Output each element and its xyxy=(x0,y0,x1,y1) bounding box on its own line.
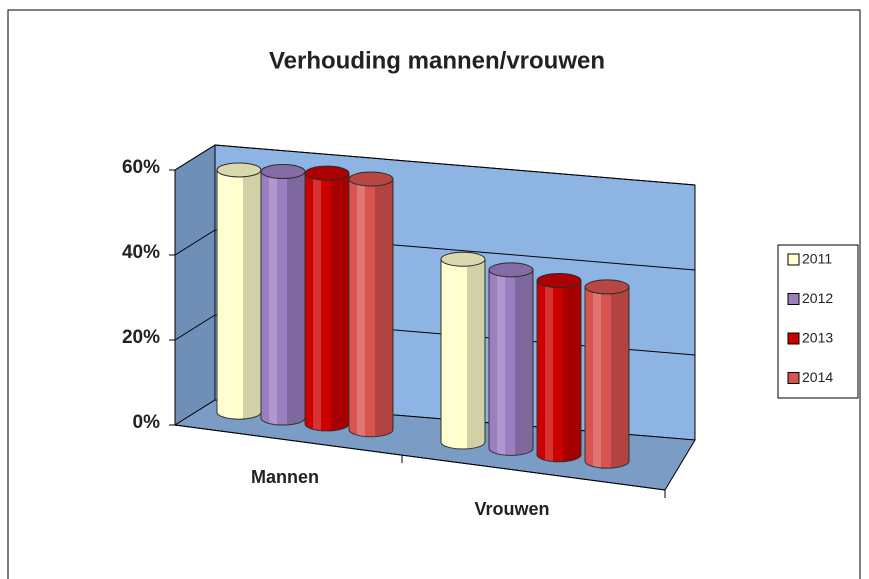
cylinder-highlight xyxy=(593,286,601,468)
cylinder-top xyxy=(216,162,262,178)
cylinder-shade xyxy=(331,173,349,431)
legend-swatch xyxy=(787,372,800,384)
cylinder-top xyxy=(260,164,306,180)
y-tick-label: 0% xyxy=(133,412,161,433)
legend-label: 2013 xyxy=(802,330,833,346)
y-tick-label: 40% xyxy=(122,242,160,263)
legend-swatch xyxy=(787,253,800,266)
grid-line xyxy=(214,144,696,186)
x-axis xyxy=(174,424,666,491)
cylinder-shade xyxy=(243,169,261,419)
legend-label: 2012 xyxy=(802,290,833,306)
cylinder xyxy=(348,178,394,438)
cylinder-shade xyxy=(611,286,629,468)
y-tick-label: 60% xyxy=(122,157,160,178)
grid-line xyxy=(174,229,216,256)
legend-swatch xyxy=(787,332,800,345)
cylinder-highlight xyxy=(313,173,321,431)
cylinder xyxy=(488,269,534,456)
cylinder-top xyxy=(348,171,394,187)
cylinder-top xyxy=(536,273,582,289)
legend-label: 2011 xyxy=(802,251,832,267)
cylinder-top xyxy=(440,251,486,267)
grid-line xyxy=(174,144,216,171)
cylinder-highlight xyxy=(497,269,505,455)
cylinder-highlight xyxy=(357,179,365,437)
cylinder-highlight xyxy=(449,259,457,449)
cylinder xyxy=(584,286,630,469)
cylinder-top xyxy=(584,279,630,295)
cylinder-shade xyxy=(375,179,393,437)
x-tick-label: Mannen xyxy=(251,467,319,487)
x-tick-label: Vrouwen xyxy=(474,499,549,519)
cylinder-highlight xyxy=(545,280,553,462)
cylinder-shade xyxy=(467,259,485,449)
cylinder-top xyxy=(488,262,534,278)
legend-label: 2014 xyxy=(802,369,833,385)
cylinder xyxy=(536,280,582,463)
y-tick-label: 20% xyxy=(122,327,160,348)
cylinder-shade xyxy=(287,171,305,425)
chart-title: Verhouding mannen/vrouwen xyxy=(269,47,605,74)
cylinder-highlight xyxy=(269,171,277,425)
grid-line xyxy=(174,314,216,341)
cylinder-highlight xyxy=(225,169,233,419)
cylinder-shade xyxy=(563,280,581,462)
cylinder-top xyxy=(304,165,350,181)
cylinder xyxy=(440,258,486,450)
legend-swatch xyxy=(787,293,800,305)
side-wall xyxy=(174,144,216,426)
cylinder-shade xyxy=(515,269,533,455)
